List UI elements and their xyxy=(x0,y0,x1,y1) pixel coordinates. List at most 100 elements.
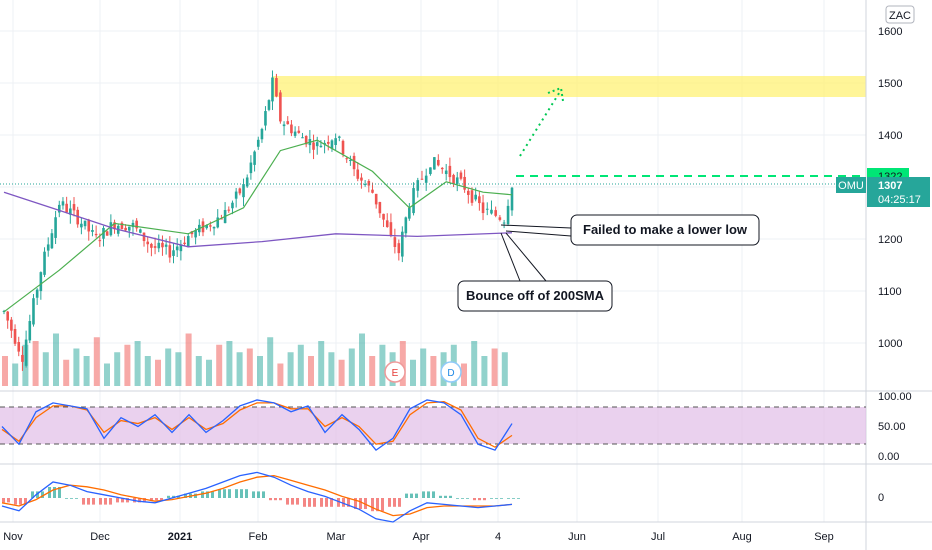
macd-histogram-bar xyxy=(398,498,401,507)
macd-histogram-bar xyxy=(92,498,95,505)
scale-badge[interactable] xyxy=(885,5,915,24)
macd-histogram-bar xyxy=(211,491,214,498)
candle xyxy=(109,214,113,237)
macd-histogram-bar xyxy=(19,498,22,505)
macd-histogram-bar xyxy=(415,493,418,498)
volume-bar xyxy=(206,359,212,386)
macd-histogram-bar xyxy=(14,498,17,505)
symbol-label: OMU xyxy=(838,180,864,192)
stochastic-axis[interactable]: 100.00 50.00 0.00 xyxy=(878,391,912,463)
candle xyxy=(367,179,371,193)
candle xyxy=(420,170,424,180)
resistance-zone[interactable] xyxy=(273,76,866,97)
time-tick: Jun xyxy=(568,531,586,543)
macd-histogram-bar xyxy=(490,498,493,499)
macd-line xyxy=(1,471,513,523)
volume-bar xyxy=(481,356,488,386)
volume-bars xyxy=(2,333,508,386)
event-earnings[interactable]: E xyxy=(384,361,406,383)
macd-histogram-bar xyxy=(206,491,209,498)
macd-histogram-bar xyxy=(240,489,243,498)
time-tick: Feb xyxy=(249,531,268,543)
candle xyxy=(146,236,150,253)
macd-histogram-bar xyxy=(126,498,129,503)
candle xyxy=(223,202,227,224)
macd-histogram-bar xyxy=(320,498,323,507)
candle xyxy=(271,70,274,111)
candle xyxy=(94,225,98,238)
macd-histogram-bar xyxy=(461,498,464,499)
candle xyxy=(301,132,304,139)
volume-bar xyxy=(420,348,427,386)
candle xyxy=(393,228,397,254)
candle xyxy=(356,162,360,182)
candle xyxy=(142,232,146,247)
macd-histogram-bar xyxy=(371,498,374,512)
macd-histogram-bar xyxy=(364,498,367,509)
macd-axis[interactable]: 0 xyxy=(878,492,884,504)
macd-histogram-bar xyxy=(296,498,299,505)
candle xyxy=(397,239,401,261)
macd-histogram-bar xyxy=(279,498,282,501)
macd-histogram-bar xyxy=(405,493,408,498)
candle xyxy=(478,191,481,211)
candle xyxy=(234,187,238,208)
macd-histogram-bar xyxy=(388,498,391,507)
annotation-200sma[interactable]: Bounce off of 200SMA xyxy=(457,232,613,312)
volume-bar xyxy=(175,352,182,386)
time-axis[interactable]: Nov Dec 2021 Feb Mar Apr 4 Jun Jul Aug S… xyxy=(3,531,834,543)
candle xyxy=(459,170,463,181)
candle xyxy=(433,156,436,170)
candle xyxy=(338,135,341,142)
macd-histogram xyxy=(2,487,520,512)
volume-bar xyxy=(318,341,325,386)
candle xyxy=(57,200,61,218)
candle xyxy=(249,155,253,180)
volume-bar xyxy=(257,356,263,386)
candle xyxy=(216,209,220,229)
candle xyxy=(326,135,330,151)
macd-histogram-bar xyxy=(223,489,226,498)
macd-histogram-bar xyxy=(24,498,27,505)
macd-histogram-bar xyxy=(393,498,396,507)
current-price-value: 1307 xyxy=(878,180,902,192)
candle xyxy=(490,200,493,215)
candle xyxy=(385,213,389,228)
macd-histogram-bar xyxy=(330,498,333,507)
candle xyxy=(502,219,506,229)
candle xyxy=(28,314,32,344)
candle xyxy=(404,216,408,238)
projection-arrow[interactable] xyxy=(519,86,564,157)
candle xyxy=(65,196,68,214)
candle xyxy=(245,174,249,188)
macd-histogram-bar xyxy=(313,498,316,507)
candle xyxy=(69,200,72,224)
candle xyxy=(161,235,164,256)
macd-histogram-bar xyxy=(274,498,277,501)
time-tick: 4 xyxy=(495,531,501,543)
macd-histogram-bar xyxy=(252,491,255,498)
volume-bar xyxy=(399,341,406,386)
candle xyxy=(157,234,161,253)
macd-histogram-bar xyxy=(308,498,311,507)
event-dividend[interactable]: D xyxy=(440,361,462,383)
macd-histogram-bar xyxy=(456,498,459,499)
candle xyxy=(498,215,502,222)
candle xyxy=(39,271,43,300)
macd-histogram-bar xyxy=(138,498,141,503)
macd-histogram-bar xyxy=(7,498,10,503)
candle xyxy=(440,167,444,174)
macd-histogram-bar xyxy=(439,495,442,498)
candle xyxy=(6,310,9,329)
macd-histogram-bar xyxy=(245,489,248,498)
volume-bar xyxy=(53,333,59,386)
annotation-lower-low[interactable]: Failed to make a lower low xyxy=(500,214,760,246)
volume-bar xyxy=(32,341,39,386)
macd-histogram-bar xyxy=(347,498,350,507)
macd-histogram-bar xyxy=(87,498,90,505)
candle xyxy=(21,346,24,371)
time-tick: Mar xyxy=(327,531,346,543)
candle xyxy=(91,224,94,237)
candle xyxy=(424,168,428,191)
